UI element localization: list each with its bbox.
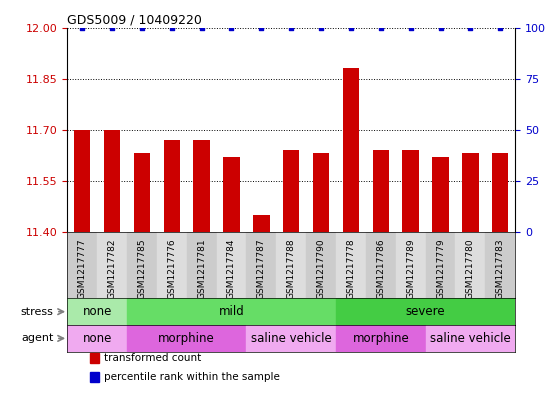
Bar (246, 231, 276, 298)
Text: agent: agent (21, 333, 54, 343)
Bar (193, 140, 210, 231)
Text: transformed count: transformed count (104, 353, 201, 364)
Bar (276, 231, 306, 298)
Text: GSM1217789: GSM1217789 (406, 238, 415, 299)
Bar (336, 231, 366, 298)
Bar (67, 298, 127, 325)
Bar (67, 231, 97, 298)
Bar (306, 231, 336, 298)
Bar (253, 215, 269, 231)
Text: GSM1217785: GSM1217785 (137, 238, 146, 299)
Text: GSM1217776: GSM1217776 (167, 238, 176, 299)
Bar (90, 353, 100, 364)
Bar (462, 153, 479, 231)
Bar (97, 231, 127, 298)
Point (287, 24, 296, 31)
Text: morphine: morphine (352, 332, 409, 345)
Point (347, 24, 356, 31)
Text: GSM1217782: GSM1217782 (108, 238, 116, 299)
Text: GSM1217779: GSM1217779 (436, 238, 445, 299)
Bar (313, 153, 329, 231)
Text: GSM1217790: GSM1217790 (316, 238, 325, 299)
Point (496, 24, 505, 31)
Bar (164, 140, 180, 231)
Point (376, 24, 385, 31)
Bar (336, 298, 515, 325)
Bar (90, 372, 100, 382)
Bar (366, 231, 396, 298)
Bar (246, 325, 336, 352)
Bar (283, 150, 300, 231)
Text: GSM1217780: GSM1217780 (466, 238, 475, 299)
Bar (67, 325, 127, 352)
Point (167, 24, 176, 31)
Bar (217, 231, 246, 298)
Bar (486, 231, 515, 298)
Bar (426, 325, 515, 352)
Text: none: none (82, 305, 112, 318)
Point (466, 24, 475, 31)
Text: severe: severe (406, 305, 445, 318)
Bar (432, 157, 449, 231)
Text: GDS5009 / 10409220: GDS5009 / 10409220 (67, 13, 202, 26)
Bar (372, 150, 389, 231)
Text: stress: stress (21, 307, 54, 317)
Text: GSM1217783: GSM1217783 (496, 238, 505, 299)
Bar (104, 130, 120, 231)
Bar (426, 231, 455, 298)
Bar (343, 68, 359, 231)
Point (197, 24, 206, 31)
Bar (127, 325, 246, 352)
Point (137, 24, 146, 31)
Point (257, 24, 266, 31)
Bar (403, 150, 419, 231)
Text: GSM1217786: GSM1217786 (376, 238, 385, 299)
Text: percentile rank within the sample: percentile rank within the sample (104, 372, 280, 382)
Text: saline vehicle: saline vehicle (430, 332, 511, 345)
Bar (396, 231, 426, 298)
Bar (186, 231, 217, 298)
Point (436, 24, 445, 31)
Text: morphine: morphine (158, 332, 215, 345)
Text: GSM1217787: GSM1217787 (257, 238, 266, 299)
Point (406, 24, 415, 31)
Bar (223, 157, 240, 231)
Point (227, 24, 236, 31)
Text: GSM1217777: GSM1217777 (78, 238, 87, 299)
Bar (127, 298, 336, 325)
Text: GSM1217788: GSM1217788 (287, 238, 296, 299)
Point (108, 24, 116, 31)
Text: GSM1217784: GSM1217784 (227, 238, 236, 299)
Point (78, 24, 87, 31)
Bar (74, 130, 90, 231)
Point (316, 24, 325, 31)
Bar (492, 153, 508, 231)
Bar (127, 231, 157, 298)
Text: GSM1217778: GSM1217778 (347, 238, 356, 299)
Bar (157, 231, 186, 298)
Bar (134, 153, 150, 231)
Bar (455, 231, 486, 298)
Text: none: none (82, 332, 112, 345)
Text: mild: mild (218, 305, 244, 318)
Text: GSM1217781: GSM1217781 (197, 238, 206, 299)
Text: saline vehicle: saline vehicle (251, 332, 332, 345)
Bar (336, 325, 426, 352)
